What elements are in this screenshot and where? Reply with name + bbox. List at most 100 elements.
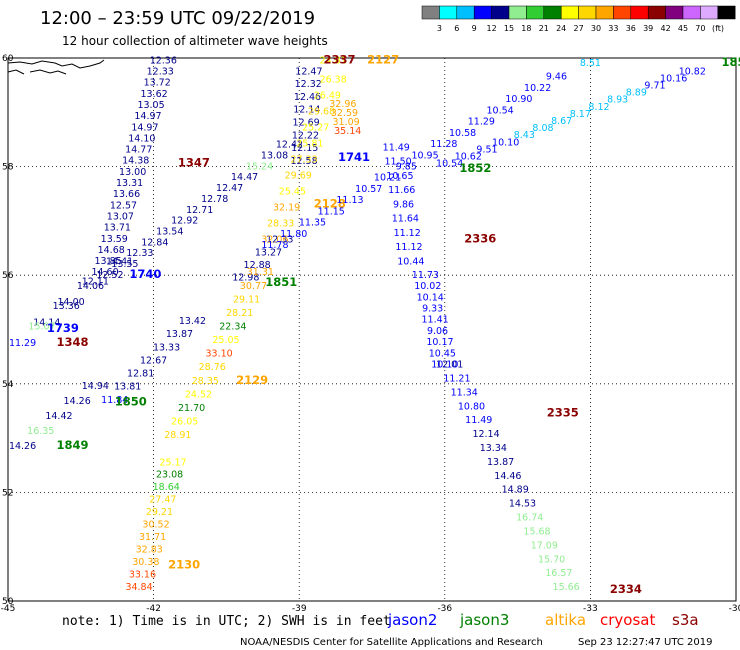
pass-time-label: 1851 <box>265 275 297 289</box>
wave-height-value: 14.10 <box>128 133 155 144</box>
y-tick-label: 56 <box>2 271 14 281</box>
wave-height-value: 27.33 <box>290 155 317 166</box>
wave-height-value: 32.96 <box>329 99 356 110</box>
wave-height-value: 24.52 <box>185 389 212 400</box>
wave-height-value: 14.46 <box>494 471 521 482</box>
wave-height-value: 11.12 <box>394 228 421 239</box>
colorbar-label: 70 <box>695 24 705 33</box>
wave-height-value: 15.07 <box>28 322 55 333</box>
x-tick-label: -42 <box>146 604 161 614</box>
wave-height-value: 30.77 <box>240 281 267 292</box>
wave-height-value: 13.31 <box>116 178 143 189</box>
satellite-tracks: 12.3612.3313.7213.6213.0514.9714.9714.10… <box>9 52 740 595</box>
colorbar-swatch <box>647 5 666 20</box>
wave-height-value: 27.47 <box>149 495 176 506</box>
wave-height-value: 10.95 <box>411 150 438 161</box>
wave-height-value: 10.62 <box>455 151 482 162</box>
colorbar-label: 39 <box>643 24 653 33</box>
wave-height-value: 12.36 <box>150 55 177 66</box>
wave-height-value: 13.00 <box>119 167 146 178</box>
colorbar-swatch <box>700 5 719 20</box>
wave-height-value: 14.26 <box>9 441 36 452</box>
pass-time-label: 1348 <box>57 335 89 349</box>
wave-height-value: 10.57 <box>355 184 382 195</box>
wave-height-value: 11.21 <box>443 373 470 384</box>
colorbar-swatch <box>473 5 492 20</box>
y-tick-label: 52 <box>2 488 13 498</box>
x-tick-label: -36 <box>437 604 452 614</box>
wave-height-value: 9.51 <box>476 144 497 155</box>
wave-height-value: 14.97 <box>131 122 158 133</box>
colorbar-label: 30 <box>591 24 601 33</box>
wave-height-value: 28.21 <box>226 308 253 319</box>
wave-height-value: 11.84 <box>101 395 128 406</box>
wave-height-value: 10.17 <box>426 337 453 348</box>
wave-height-value: 14.47 <box>231 172 258 183</box>
wave-height-value: 29.21 <box>146 507 173 518</box>
wave-height-value: 11.29 <box>9 338 36 349</box>
mission-label: cryosat <box>600 611 655 629</box>
wave-height-value: 13.71 <box>104 223 131 234</box>
wave-height-value: 12.58 <box>290 156 317 167</box>
colorbar-label: 3 <box>437 24 442 33</box>
wave-height-value: 8.43 <box>514 130 535 141</box>
wave-height-value: 10.10 <box>492 137 519 148</box>
wave-height-value: 14.53 <box>509 499 536 510</box>
wave-height-value: 12.42 <box>276 140 303 151</box>
wave-height-value: 35.14 <box>334 126 361 137</box>
wave-height-value: 13.42 <box>179 316 206 327</box>
wave-height-value: 8.67 <box>551 116 572 127</box>
pass-time-label: 2127 <box>367 52 399 66</box>
pass-time-label: 1347 <box>178 156 210 170</box>
wave-height-value: 14.14 <box>33 317 60 328</box>
pass-time-label: 1853 <box>721 55 740 69</box>
pass-time-label: 1740 <box>129 267 161 281</box>
wave-height-value: 18.64 <box>153 482 180 493</box>
wave-height-value: 12.33 <box>126 248 153 259</box>
wave-height-value: 12.88 <box>244 260 271 271</box>
x-tick-label: -30 <box>729 604 740 614</box>
wave-height-value: 10.22 <box>524 83 551 94</box>
wave-height-value: 23.08 <box>156 470 183 481</box>
wave-height-value: 11.13 <box>336 195 363 206</box>
colorbar-swatch <box>526 5 545 20</box>
wave-height-value: 12.11 <box>82 277 109 288</box>
axis-tick-labels: -45 -42 -39 -36 -33 -30 50 52 54 56 58 60 <box>1 54 740 614</box>
wave-height-value: 17.09 <box>531 540 558 551</box>
colorbar-swatch <box>630 5 649 20</box>
wave-height-value: 25.81 <box>296 139 323 150</box>
colorbar-label: 42 <box>661 24 671 33</box>
wave-height-value: 31.71 <box>139 532 166 543</box>
colorbar-label: 6 <box>454 24 459 33</box>
wave-height-value: 13.62 <box>141 89 168 100</box>
wave-height-value: 12.15 <box>291 143 318 154</box>
wave-height-value: 8.93 <box>607 95 628 106</box>
wave-height-value: 28.33 <box>267 219 294 230</box>
wave-height-value: 9.71 <box>644 80 665 91</box>
wave-height-value: 13.07 <box>107 211 134 222</box>
wave-height-value: 33.10 <box>206 349 233 360</box>
colorbar-swatch <box>578 5 597 20</box>
wave-height-value: 14.68 <box>98 245 125 256</box>
wave-height-value: 11.78 <box>261 240 288 251</box>
wave-height-value: 8.89 <box>626 88 647 99</box>
wave-height-value: 32.19 <box>273 203 300 214</box>
wave-height-value: 11.73 <box>412 270 439 281</box>
wave-height-value: 13.27 <box>255 247 282 258</box>
colorbar-label: 21 <box>539 24 549 33</box>
wave-height-value: 34.84 <box>125 582 152 593</box>
wave-height-value: 12.67 <box>140 355 167 366</box>
wave-height-value: 10.54 <box>487 105 514 116</box>
wave-height-value: 12.47 <box>216 183 243 194</box>
wave-height-value: 12.33 <box>147 67 174 78</box>
colorbar-swatch <box>665 5 684 20</box>
pass-time-label: 2130 <box>168 557 200 571</box>
wave-height-value: 29.11 <box>233 294 260 305</box>
wave-height-value: 32.59 <box>331 108 358 119</box>
wave-height-value: 29.68 <box>308 106 335 117</box>
wave-height-value: 10.44 <box>397 256 424 267</box>
wave-height-value: 11.49 <box>465 415 492 426</box>
wave-height-value: 8.17 <box>570 109 591 120</box>
wave-height-value: 11.41 <box>421 315 448 326</box>
wave-height-value: 11.80 <box>280 229 307 240</box>
